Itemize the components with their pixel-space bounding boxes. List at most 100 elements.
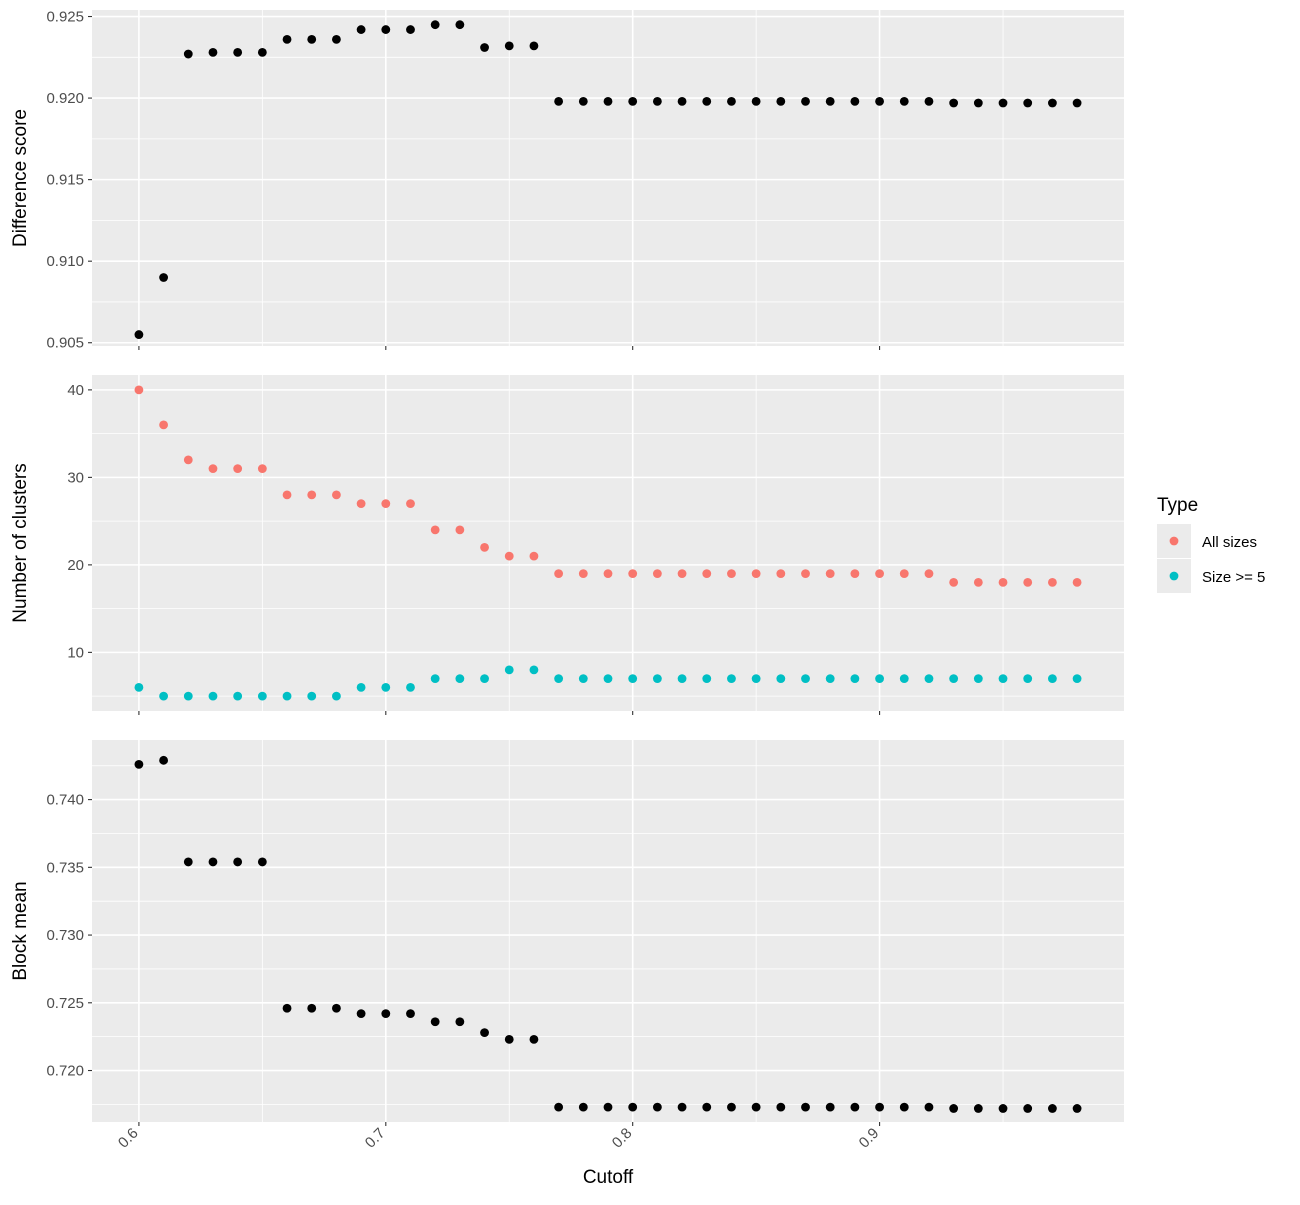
- y-tick-label: 0.910: [46, 253, 84, 270]
- data-point: [628, 674, 638, 684]
- data-point: [973, 577, 983, 587]
- data-point: [578, 96, 588, 106]
- y-axis-title: Block mean: [10, 881, 31, 980]
- data-point: [924, 569, 934, 579]
- data-point: [233, 857, 243, 867]
- legend-label: Size >= 5: [1202, 569, 1265, 586]
- data-point: [702, 569, 712, 579]
- data-point: [134, 385, 144, 395]
- data-point: [924, 674, 934, 684]
- data-point: [1048, 1104, 1057, 1113]
- data-point: [628, 1102, 638, 1112]
- data-point: [1048, 98, 1057, 108]
- data-point: [208, 48, 218, 57]
- data-point: [208, 691, 218, 701]
- y-axis-title: Number of clusters: [10, 463, 31, 622]
- data-point: [134, 759, 144, 769]
- data-point: [356, 1009, 366, 1019]
- series-1: [134, 385, 1082, 587]
- data-point: [554, 569, 564, 579]
- legend: Type All sizes Size >= 5: [1157, 495, 1265, 593]
- data-point: [751, 1102, 761, 1112]
- data-point: [233, 48, 243, 57]
- data-point: [257, 464, 267, 474]
- y-tick-label: 0.905: [46, 335, 84, 352]
- data-point: [801, 674, 810, 684]
- data-point: [183, 49, 193, 59]
- data-point: [825, 569, 835, 579]
- data-point: [406, 25, 415, 34]
- legend-label: All sizes: [1202, 534, 1257, 551]
- data-point: [504, 1034, 514, 1044]
- data-point: [455, 20, 465, 30]
- data-point: [529, 551, 539, 561]
- data-point: [183, 691, 193, 701]
- data-point: [702, 674, 712, 684]
- data-point: [727, 569, 736, 579]
- data-point: [801, 96, 810, 106]
- data-point: [751, 674, 761, 684]
- data-point: [455, 1017, 465, 1027]
- panel-background: [92, 10, 1124, 346]
- data-point: [406, 1009, 415, 1019]
- data-point: [332, 691, 341, 701]
- data-point: [727, 1102, 736, 1112]
- y-tick-label: 0.725: [46, 995, 84, 1012]
- data-point: [899, 1102, 909, 1112]
- data-point: [480, 43, 489, 52]
- data-point: [1072, 1104, 1082, 1113]
- data-point: [504, 665, 514, 675]
- data-point: [381, 25, 391, 34]
- data-point: [307, 691, 317, 701]
- data-point: [998, 577, 1008, 587]
- data-point: [603, 674, 613, 684]
- data-point: [307, 490, 317, 500]
- data-point: [603, 569, 613, 579]
- x-tick-label: 0.8: [609, 1125, 636, 1152]
- data-point: [702, 1102, 712, 1112]
- data-point: [825, 1102, 835, 1112]
- data-point: [356, 682, 366, 692]
- data-point: [554, 1102, 564, 1112]
- series-1: [134, 755, 1082, 1113]
- data-point: [430, 525, 440, 535]
- data-point: [1023, 674, 1033, 684]
- data-point: [801, 1102, 810, 1112]
- data-point: [332, 34, 341, 44]
- data-point: [850, 674, 860, 684]
- y-tick-label: 0.730: [46, 927, 84, 944]
- data-point: [307, 34, 317, 44]
- data-point: [1048, 674, 1057, 684]
- data-point: [332, 490, 341, 500]
- data-point: [554, 674, 564, 684]
- data-point: [455, 525, 465, 535]
- data-point: [973, 674, 983, 684]
- data-point: [257, 48, 267, 57]
- data-point: [702, 96, 712, 106]
- data-point: [183, 857, 193, 867]
- data-point: [652, 96, 662, 106]
- data-point: [504, 41, 514, 51]
- data-point: [233, 464, 243, 474]
- data-point: [603, 1102, 613, 1112]
- legend-key: [1169, 571, 1179, 581]
- legend-key: [1169, 536, 1179, 546]
- legend-title: Type: [1157, 495, 1198, 516]
- data-point: [751, 96, 761, 106]
- data-point: [628, 96, 638, 106]
- data-point: [899, 674, 909, 684]
- data-point: [332, 1003, 341, 1013]
- data-point: [430, 674, 440, 684]
- data-point: [257, 857, 267, 867]
- data-point: [356, 499, 366, 509]
- data-point: [282, 490, 292, 500]
- data-point: [998, 98, 1008, 108]
- data-point: [406, 499, 415, 509]
- data-point: [578, 674, 588, 684]
- data-point: [1072, 577, 1082, 587]
- data-point: [529, 41, 539, 51]
- x-tick-label: 0.7: [362, 1125, 389, 1152]
- data-point: [159, 691, 168, 701]
- data-point: [875, 96, 884, 106]
